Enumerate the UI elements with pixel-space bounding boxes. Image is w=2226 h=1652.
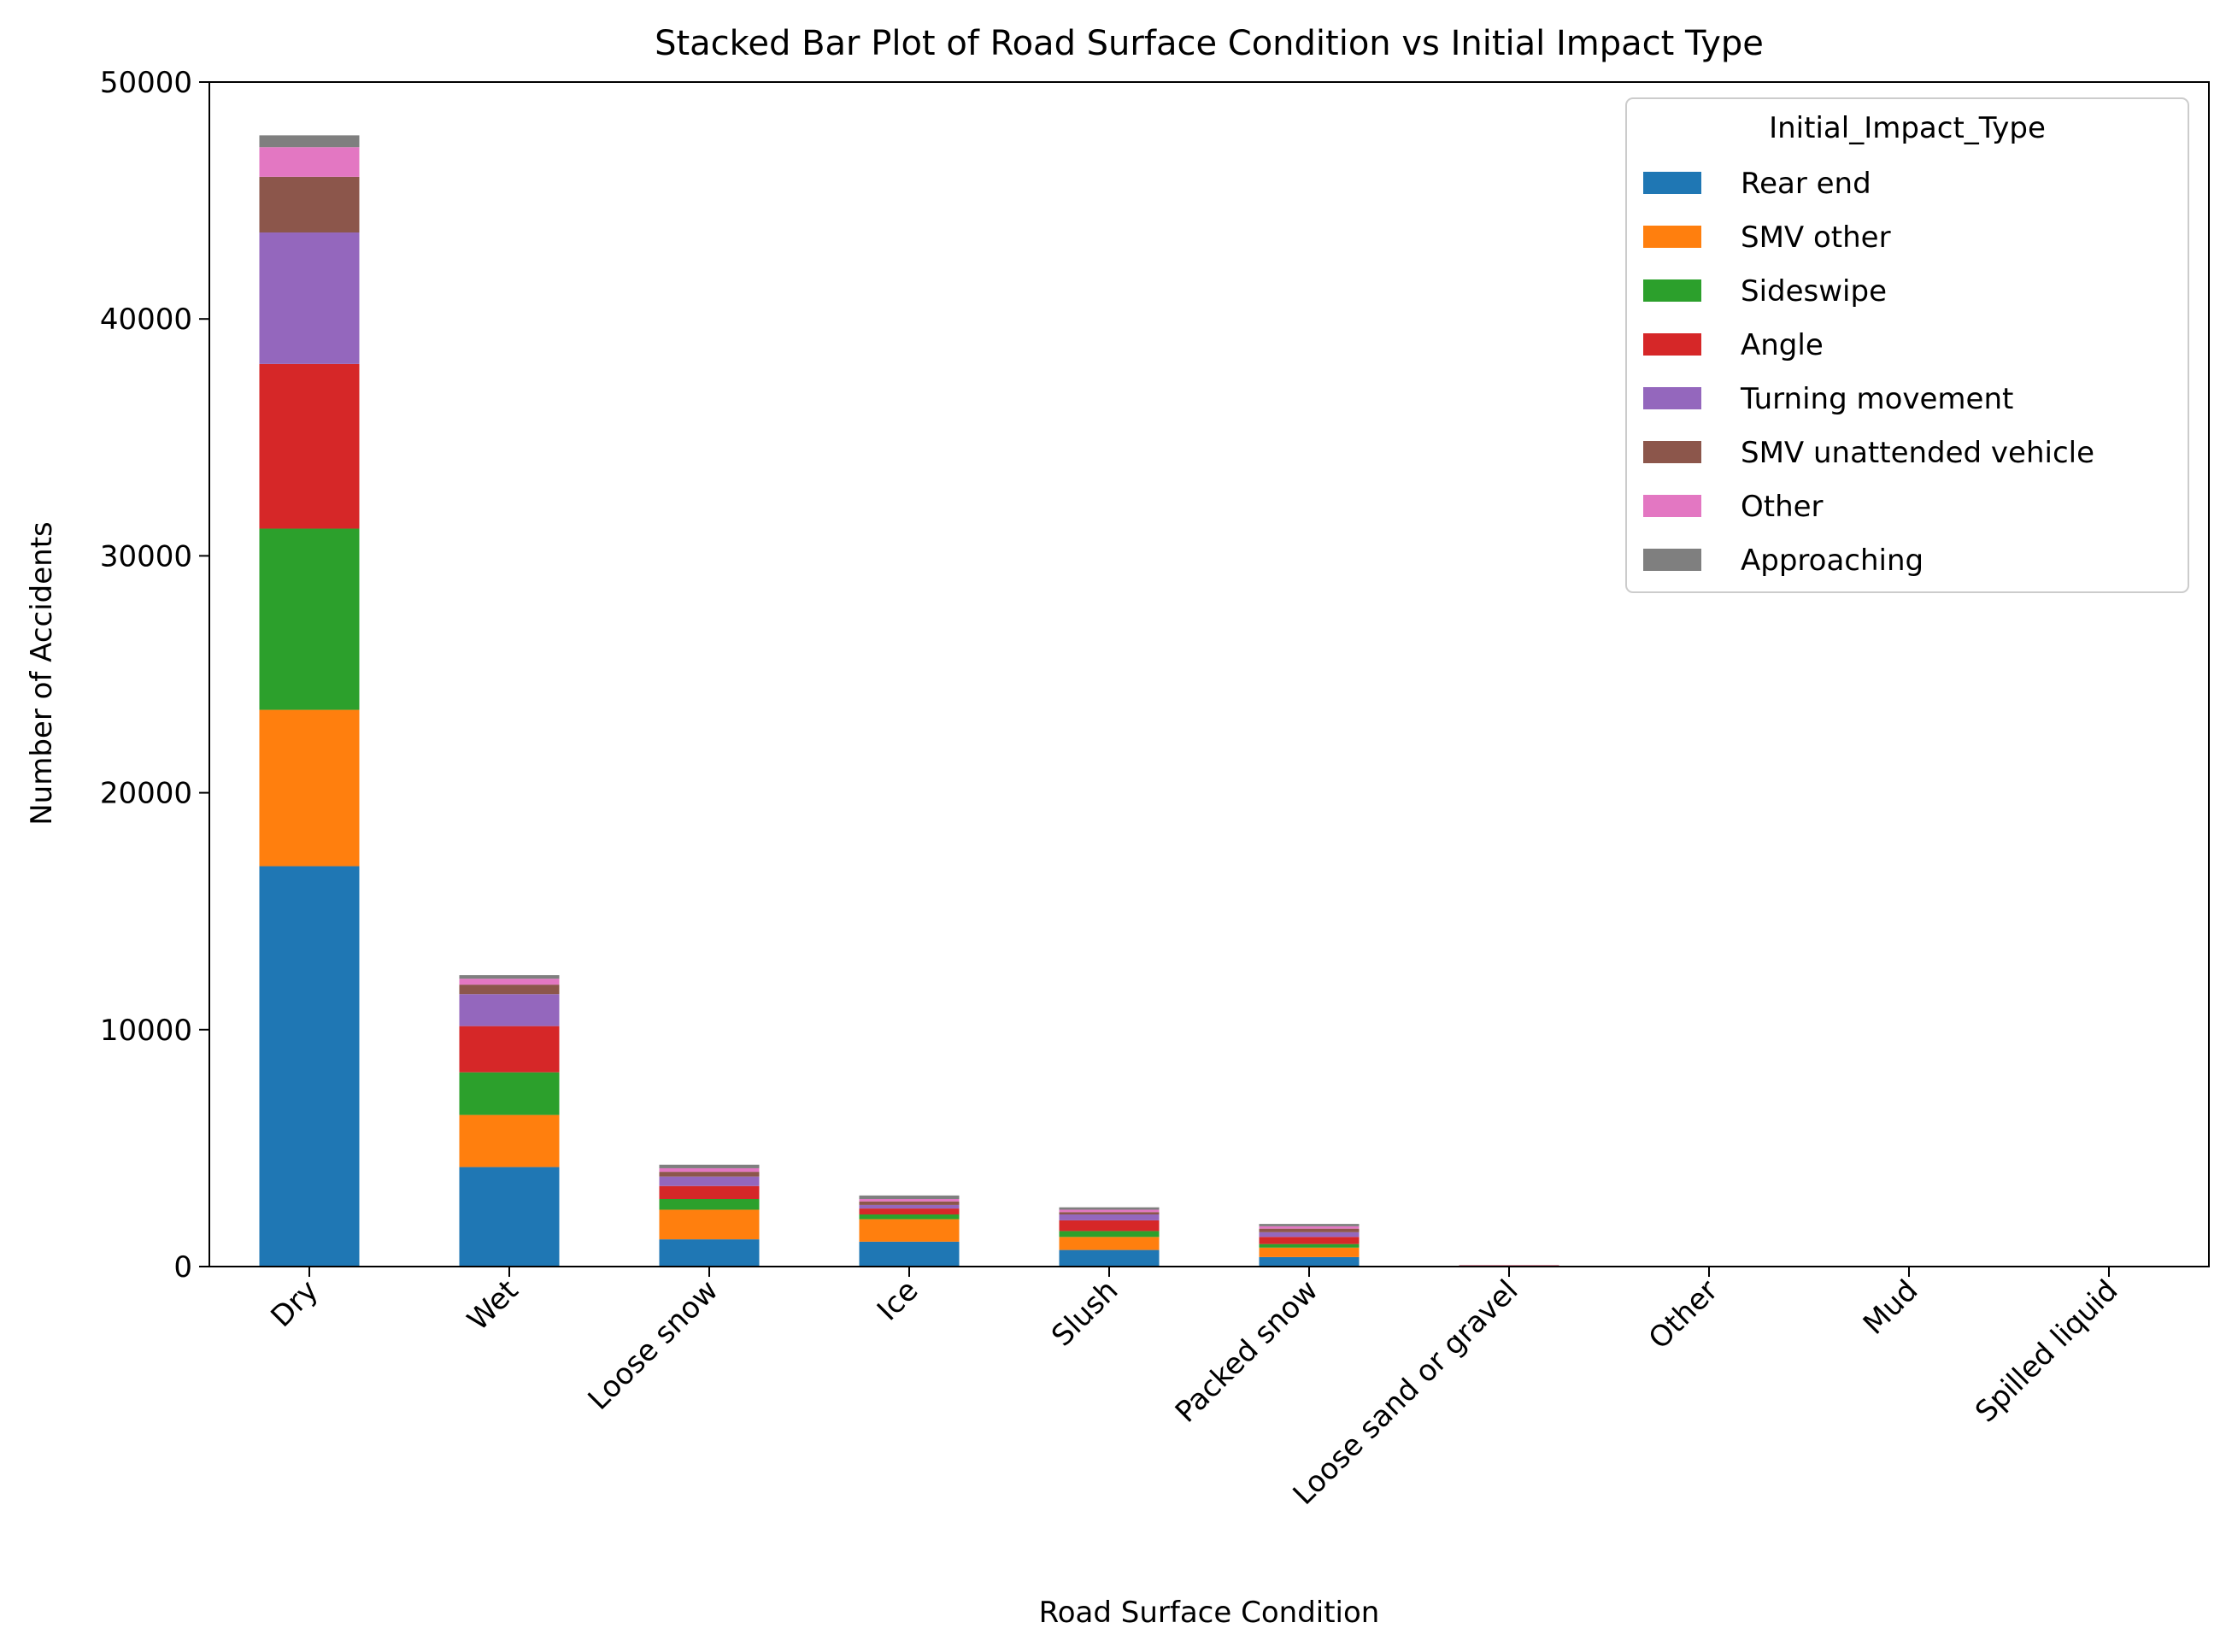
bar-segment-3-5 [659, 1176, 760, 1186]
y-axis-label: Number of Accidents [25, 521, 59, 826]
bar-segment-1-1 [259, 866, 360, 1267]
bar-segment-5-3 [1059, 1231, 1160, 1238]
x-axis-label: Road Surface Condition [1039, 1596, 1380, 1630]
y-tick-label: 20000 [100, 777, 192, 811]
bar-segment-2-2 [459, 1114, 560, 1167]
x-tick-label: Spilled liquid [1969, 1273, 2124, 1429]
bar-segment-5-1 [1059, 1249, 1160, 1267]
legend-label: SMV unattended vehicle [1741, 436, 2094, 470]
axes-frame [209, 81, 2210, 1267]
x-tick-label: Packed snow [1169, 1273, 1325, 1430]
bar-segment-2-8 [459, 975, 560, 979]
bar-segment-6-5 [1259, 1232, 1360, 1238]
bar-segment-5-5 [1059, 1214, 1160, 1220]
bar-segment-1-4 [259, 363, 360, 529]
bar-segment-2-4 [459, 1026, 560, 1073]
bar-segment-6-7 [1259, 1226, 1360, 1229]
legend-label: Angle [1741, 328, 1824, 362]
bar-segment-4-5 [859, 1204, 960, 1209]
bars-layer [259, 135, 2159, 1267]
bar-segment-1-7 [259, 147, 360, 177]
bar-segment-5-7 [1059, 1209, 1160, 1213]
bar-segment-6-8 [1259, 1224, 1360, 1226]
legend-swatch [1643, 279, 1701, 302]
legend-title: Initial_Impact_Type [1769, 111, 2046, 145]
bar-segment-1-5 [259, 232, 360, 364]
bar-segment-5-8 [1059, 1207, 1160, 1210]
legend-swatch [1643, 495, 1701, 517]
bar-segment-4-3 [859, 1214, 960, 1220]
bar-segment-1-2 [259, 709, 360, 867]
x-tick-label: Dry [264, 1273, 325, 1334]
bar-segment-3-3 [659, 1198, 760, 1210]
bar-segment-5-2 [1059, 1237, 1160, 1250]
legend-label: Other [1741, 490, 1824, 524]
legend-label: Turning movement [1740, 382, 2013, 416]
bar-segment-3-8 [659, 1164, 760, 1168]
bar-segment-4-4 [859, 1208, 960, 1215]
bar-segment-6-1 [1259, 1256, 1360, 1267]
legend-swatch [1643, 172, 1701, 194]
bar-segment-6-2 [1259, 1247, 1360, 1257]
bar-segment-4-1 [859, 1241, 960, 1267]
y-tick-label: 30000 [100, 539, 192, 573]
y-tick-label: 10000 [100, 1014, 192, 1048]
legend-swatch [1643, 387, 1701, 409]
legend-items: Rear end SMV other Sideswipe Angle Turning m… [1643, 167, 2094, 578]
bar-segment-1-3 [259, 528, 360, 710]
legend-label: Sideswipe [1741, 274, 1887, 309]
x-tick-label: Loose sand or gravel [1287, 1273, 1525, 1512]
x-tick-label: Loose snow [582, 1273, 725, 1417]
x-tick-label: Other [1642, 1273, 1725, 1356]
bar-segment-5-6 [1059, 1212, 1160, 1215]
bar-segment-4-6 [859, 1201, 960, 1205]
x-tick-label: Ice [871, 1273, 925, 1327]
bar-segment-2-1 [459, 1167, 560, 1267]
bar-segment-6-4 [1259, 1237, 1360, 1244]
y-axis-ticks: 0 10000 20000 30000 40000 50000 [100, 66, 209, 1285]
legend-label: Rear end [1741, 167, 1871, 201]
legend-label: SMV other [1741, 220, 1891, 255]
bar-segment-2-7 [459, 979, 560, 985]
y-tick-label: 50000 [100, 66, 192, 100]
bar-segment-2-5 [459, 994, 560, 1026]
legend-swatch [1643, 226, 1701, 248]
legend-swatch [1643, 441, 1701, 463]
bar-segment-3-4 [659, 1185, 760, 1199]
bar-segment-1-8 [259, 135, 360, 148]
bar-segment-5-4 [1059, 1220, 1160, 1232]
bar-segment-6-6 [1259, 1228, 1360, 1232]
x-tick-label: Wet [461, 1273, 525, 1337]
bar-segment-2-6 [459, 985, 560, 995]
legend-swatch [1643, 333, 1701, 356]
x-axis-ticks: Dry Wet Loose snow Ice Slush Packed snowLoose… [264, 1267, 2124, 1512]
legend: Initial_Impact_Type Rear end SMV other Sid… [1625, 97, 2189, 593]
bar-segment-3-7 [659, 1167, 760, 1173]
legend-swatch [1643, 549, 1701, 571]
legend-box [1625, 97, 2189, 593]
y-tick-label: 0 [173, 1250, 192, 1285]
x-tick-label: Slush [1045, 1273, 1125, 1353]
bar-segment-6-3 [1259, 1243, 1360, 1248]
y-tick-label: 40000 [100, 303, 192, 337]
bar-segment-1-6 [259, 176, 360, 233]
x-tick-label: Mud [1857, 1273, 1925, 1342]
bar-segment-4-7 [859, 1198, 960, 1202]
bar-segment-4-8 [859, 1195, 960, 1199]
bar-segment-3-6 [659, 1172, 760, 1177]
bar-segment-3-1 [659, 1239, 760, 1267]
bar-segment-4-2 [859, 1219, 960, 1242]
legend-label: Approaching [1741, 544, 1924, 578]
bar-segment-3-2 [659, 1209, 760, 1240]
bar-segment-2-3 [459, 1072, 560, 1115]
chart-title: Stacked Bar Plot of Road Surface Conditi… [655, 24, 1764, 63]
